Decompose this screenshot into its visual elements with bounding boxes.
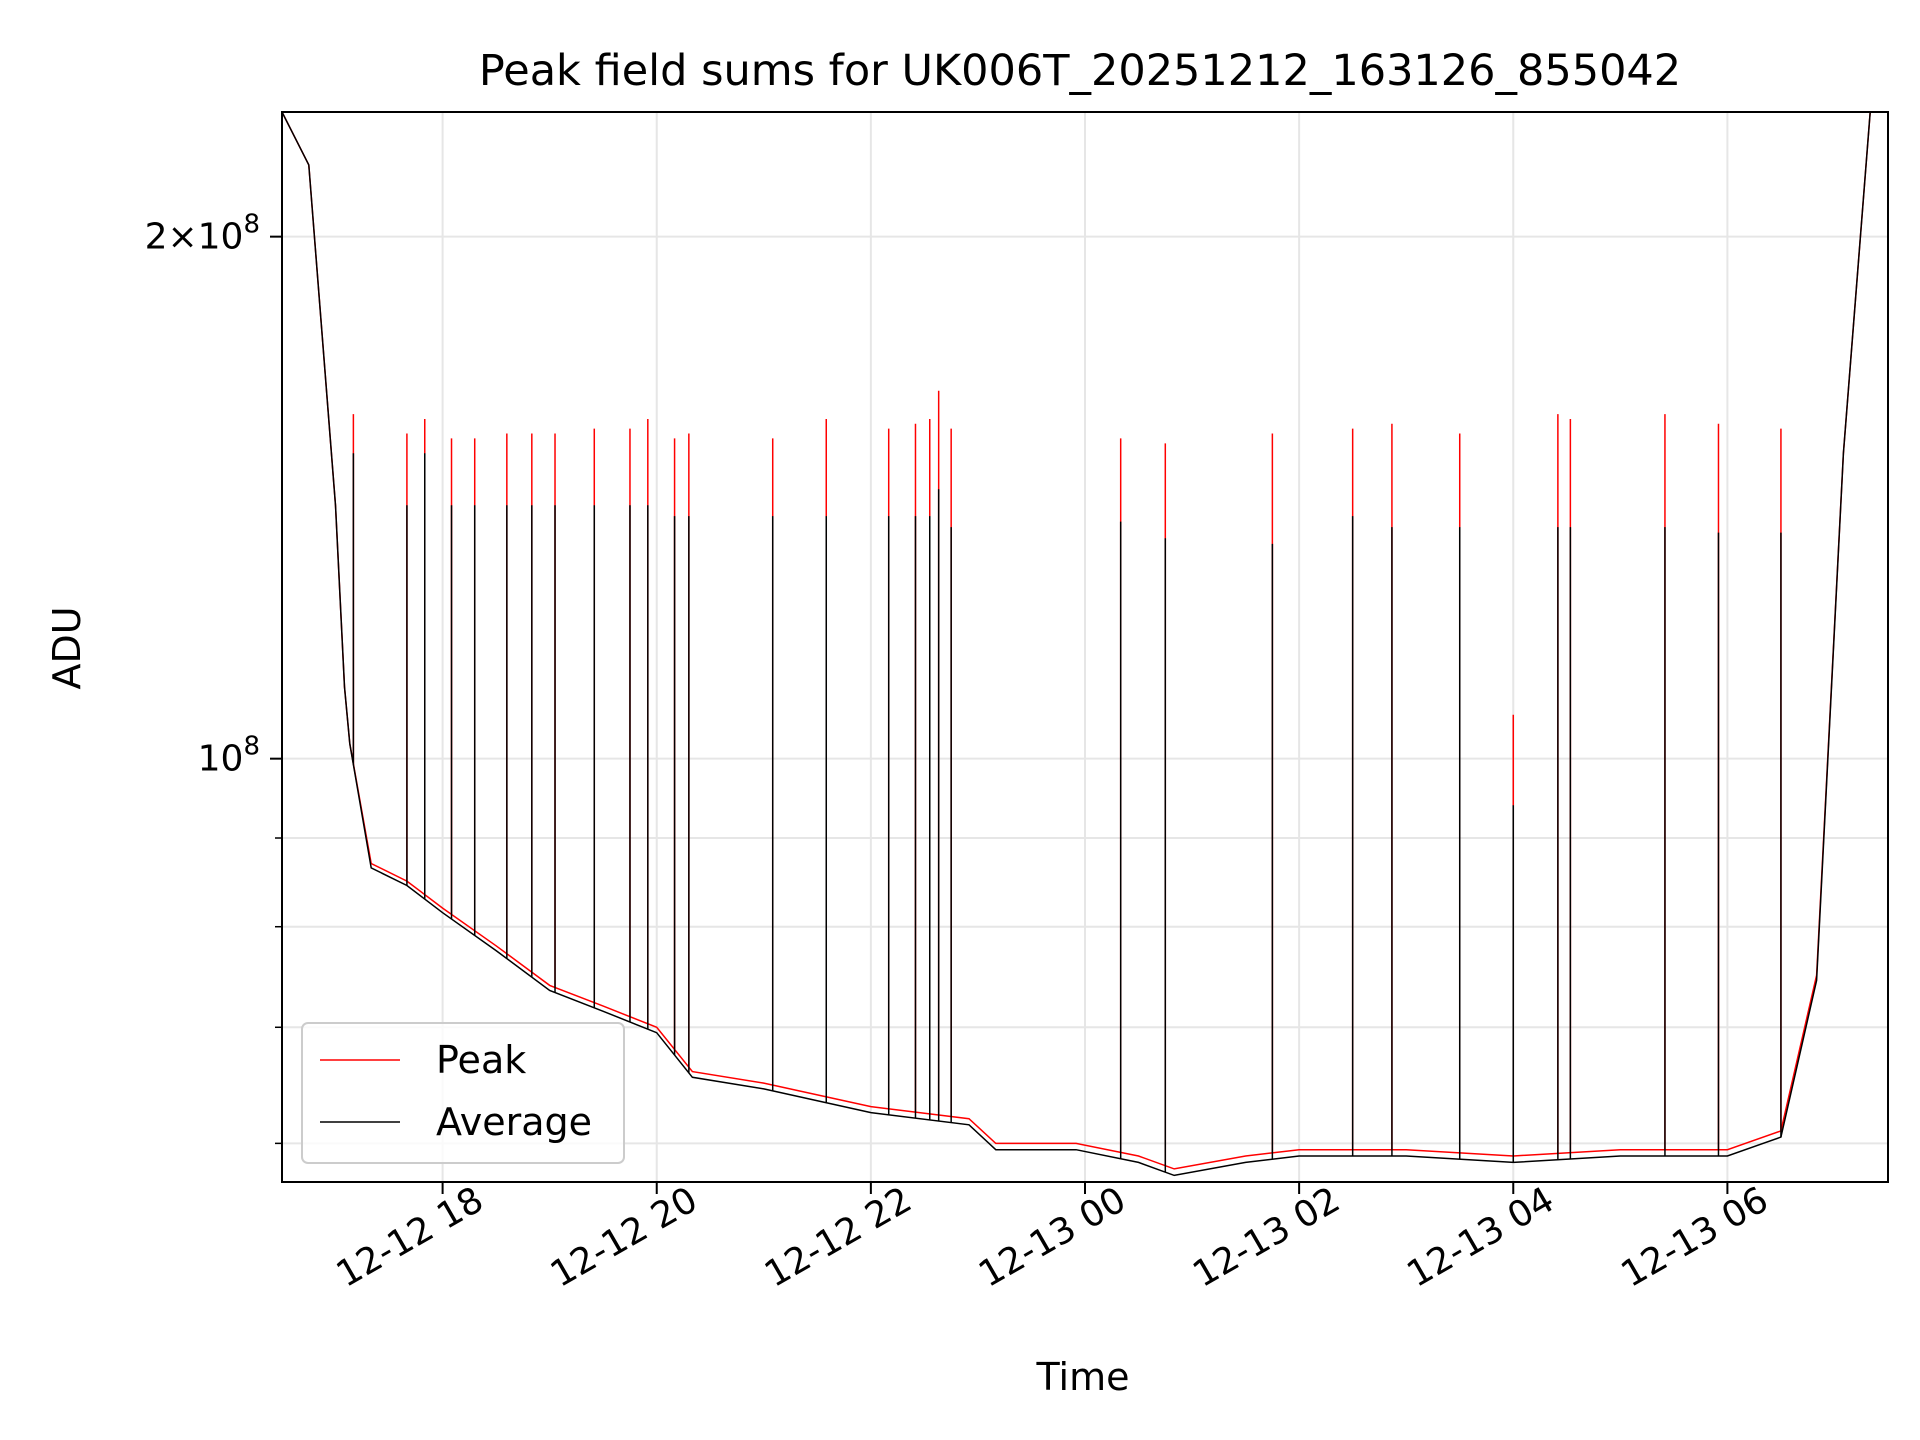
legend-box xyxy=(301,1022,625,1164)
y-axis-label: ADU xyxy=(45,606,89,689)
y-axis-ticks: 108 2×108 xyxy=(145,210,282,1145)
chart-title: Peak field sums for UK006T_20251212_1631… xyxy=(479,46,1681,96)
x-axis-label: Time xyxy=(1036,1355,1130,1399)
legend-peak-label: Peak xyxy=(436,1038,526,1082)
legend-average-label: Average xyxy=(436,1100,592,1144)
series-average xyxy=(281,111,1888,1177)
y-tick-label-1: 2×108 xyxy=(145,210,260,258)
legend: Peak Average xyxy=(301,1022,625,1164)
average-line xyxy=(281,111,1888,1177)
y-tick-label-0: 108 xyxy=(198,732,260,780)
